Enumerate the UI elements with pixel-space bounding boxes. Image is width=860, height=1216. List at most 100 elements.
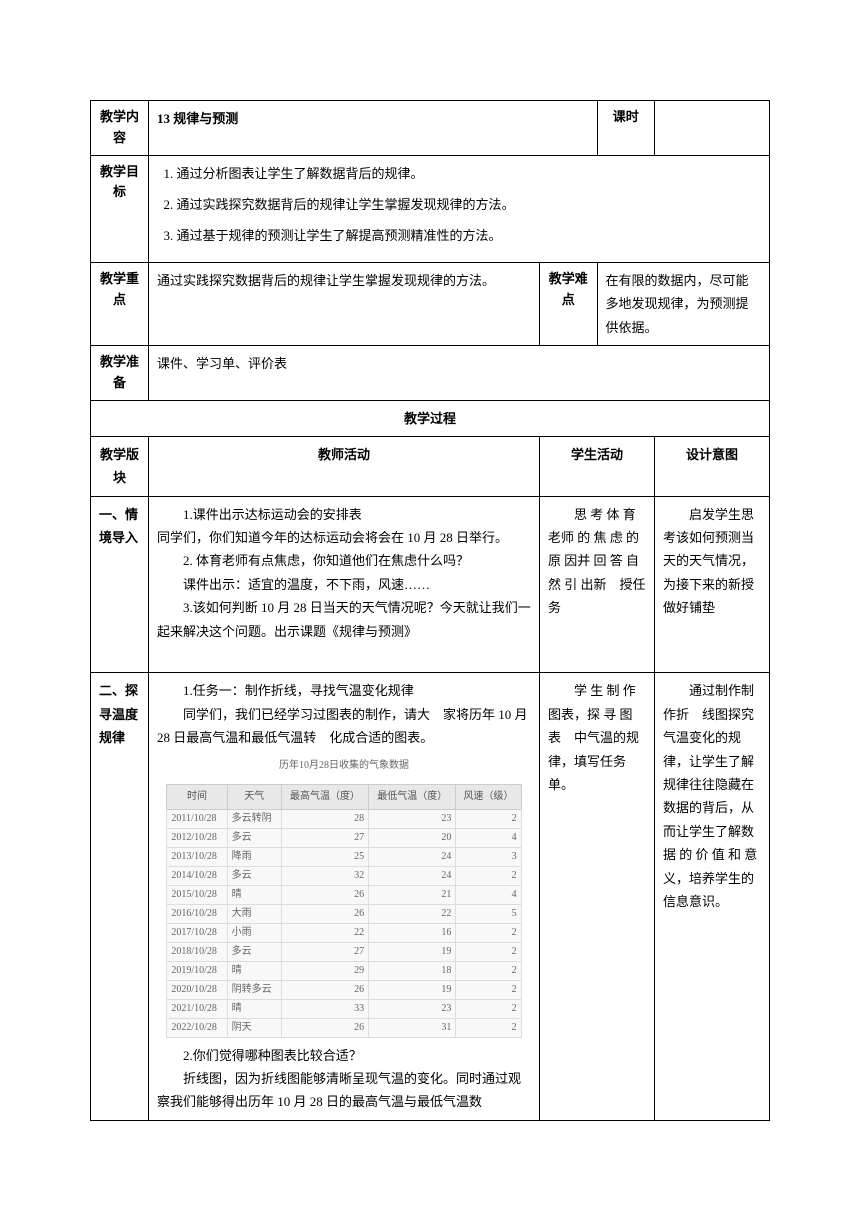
section1-intent: 启发学生思考该如何预测当天的天气情况，为接下来的新授做好铺垫 [655, 496, 770, 673]
weather-inner-table: 时间 天气 最高气温（度） 最低气温（度） 风速（级） 2011/10/28多云… [166, 784, 521, 1038]
table-row: 2012/10/28多云27204 [167, 828, 521, 847]
cell-low: 24 [369, 847, 456, 866]
cell-wind: 5 [456, 904, 521, 923]
s2-t-p2: 同学们，我们已经学习过图表的制作，请大 家将历年 10 月 28 日最高气温和最… [157, 703, 531, 750]
cell-date: 2014/10/28 [167, 866, 227, 885]
goal-3: 通过基于规律的预测让学生了解提高预测精准性的方法。 [177, 224, 762, 247]
s2-student-text: 学 生 制 作 图表，探 寻 图 表 中气温的规 律，填写任务 单。 [548, 679, 646, 796]
section2-teacher: 1.任务一：制作折线，寻找气温变化规律 同学们，我们已经学习过图表的制作，请大 … [149, 673, 540, 1120]
cell-low: 24 [369, 866, 456, 885]
table-row: 2014/10/28多云32242 [167, 866, 521, 885]
label-prep: 教学准备 [91, 345, 149, 400]
s2-intent-text: 通过制作制作折 线图探究气温变化的规律，让学生了解规律往往隐藏在数据的背后，从而… [663, 679, 761, 913]
section2-name: 二、探寻温度规律 [91, 673, 149, 1120]
table-row: 2017/10/28小雨22162 [167, 923, 521, 942]
period-value [655, 101, 770, 156]
goals-cell: 通过分析图表让学生了解数据背后的规律。 通过实践探究数据背后的规律让学生掌握发现… [149, 155, 770, 262]
cell-date: 2021/10/28 [167, 999, 227, 1018]
s1-t-p1: 1.课件出示达标运动会的安排表 [157, 503, 531, 526]
s2-t-p4: 折线图，因为折线图能够清晰呈现气温的变化。同时通过观察我们能够得出历年 10 月… [157, 1067, 531, 1114]
cell-date: 2018/10/28 [167, 942, 227, 961]
label-keypoint: 教学重点 [91, 262, 149, 345]
cell-wind: 2 [456, 1018, 521, 1037]
cell-high: 26 [281, 1018, 368, 1037]
table-row: 2016/10/28大雨26225 [167, 904, 521, 923]
cell-low: 23 [369, 999, 456, 1018]
process-title: 教学过程 [91, 400, 770, 436]
cell-wind: 2 [456, 961, 521, 980]
cell-wind: 2 [456, 923, 521, 942]
lesson-title: 13 规律与预测 [149, 101, 598, 156]
difficulty-text: 在有限的数据内，尽可能多地发现规律，为预测提供依据。 [597, 262, 770, 345]
s2-t-p1: 1.任务一：制作折线，寻找气温变化规律 [157, 679, 531, 702]
cell-high: 27 [281, 828, 368, 847]
table-row: 2022/10/28阴天26312 [167, 1018, 521, 1037]
table-row: 2020/10/28阴转多云26192 [167, 980, 521, 999]
cell-low: 22 [369, 904, 456, 923]
cell-high: 33 [281, 999, 368, 1018]
wth-h1: 时间 [167, 784, 227, 809]
cell-wind: 2 [456, 809, 521, 828]
cell-weather: 降雨 [227, 847, 281, 866]
weather-table-title: 历年10月28日收集的气象数据 [157, 754, 531, 778]
goal-1: 通过分析图表让学生了解数据背后的规律。 [177, 162, 762, 185]
wth-h3: 最高气温（度） [281, 784, 368, 809]
cell-low: 16 [369, 923, 456, 942]
cell-date: 2011/10/28 [167, 809, 227, 828]
cell-high: 26 [281, 885, 368, 904]
cell-wind: 2 [456, 999, 521, 1018]
cell-date: 2020/10/28 [167, 980, 227, 999]
table-row: 2013/10/28降雨25243 [167, 847, 521, 866]
cell-weather: 大雨 [227, 904, 281, 923]
cell-weather: 晴 [227, 885, 281, 904]
label-period: 课时 [597, 101, 655, 156]
label-difficulty: 教学难点 [540, 262, 598, 345]
table-row: 2021/10/28晴33232 [167, 999, 521, 1018]
cell-wind: 4 [456, 828, 521, 847]
cell-weather: 晴 [227, 961, 281, 980]
cell-weather: 小雨 [227, 923, 281, 942]
label-content: 教学内容 [91, 101, 149, 156]
cell-low: 21 [369, 885, 456, 904]
cell-weather: 多云转阴 [227, 809, 281, 828]
cell-weather: 多云 [227, 828, 281, 847]
cell-date: 2015/10/28 [167, 885, 227, 904]
cell-high: 28 [281, 809, 368, 828]
cell-wind: 3 [456, 847, 521, 866]
cell-low: 23 [369, 809, 456, 828]
cell-date: 2017/10/28 [167, 923, 227, 942]
table-row: 2019/10/28晴29182 [167, 961, 521, 980]
cell-low: 18 [369, 961, 456, 980]
cell-wind: 2 [456, 980, 521, 999]
prep-text: 课件、学习单、评价表 [149, 345, 770, 400]
s1-student-text: 思 考 体 育 老师 的 焦 虑 的 原 因并 回 答 自 然 引 出新 授任务 [548, 503, 646, 620]
lesson-plan-table: 教学内容 13 规律与预测 课时 教学目标 通过分析图表让学生了解数据背后的规律… [90, 100, 770, 1121]
table-row: 2015/10/28晴26214 [167, 885, 521, 904]
section1-student: 思 考 体 育 老师 的 焦 虑 的 原 因并 回 答 自 然 引 出新 授任务 [540, 496, 655, 673]
cell-high: 26 [281, 980, 368, 999]
s1-t-p2: 同学们，你们知道今年的达标运动会将会在 10 月 28 日举行。 [157, 526, 531, 549]
section2-student: 学 生 制 作 图表，探 寻 图 表 中气温的规 律，填写任务 单。 [540, 673, 655, 1120]
cell-low: 19 [369, 980, 456, 999]
goal-2: 通过实践探究数据背后的规律让学生掌握发现规律的方法。 [177, 193, 762, 216]
cell-date: 2022/10/28 [167, 1018, 227, 1037]
cell-weather: 阴天 [227, 1018, 281, 1037]
cell-high: 29 [281, 961, 368, 980]
wth-h2: 天气 [227, 784, 281, 809]
cell-high: 26 [281, 904, 368, 923]
col-intent: 设计意图 [655, 436, 770, 496]
cell-low: 31 [369, 1018, 456, 1037]
s2-t-p3: 2.你们觉得哪种图表比较合适？ [157, 1044, 531, 1067]
col-teacher: 教师活动 [149, 436, 540, 496]
cell-wind: 2 [456, 942, 521, 961]
cell-wind: 2 [456, 866, 521, 885]
cell-date: 2016/10/28 [167, 904, 227, 923]
cell-high: 25 [281, 847, 368, 866]
s1-t-p4: 课件出示：适宜的温度，不下雨，风速…… [157, 573, 531, 596]
s1-t-p3: 2. 体育老师有点焦虑，你知道他们在焦虑什么吗？ [157, 549, 531, 572]
cell-weather: 多云 [227, 942, 281, 961]
cell-date: 2019/10/28 [167, 961, 227, 980]
wth-h4: 最低气温（度） [369, 784, 456, 809]
cell-high: 32 [281, 866, 368, 885]
s1-t-p5: 3.该如何判断 10 月 28 日当天的天气情况呢？今天就让我们一起来解决这个问… [157, 596, 531, 643]
